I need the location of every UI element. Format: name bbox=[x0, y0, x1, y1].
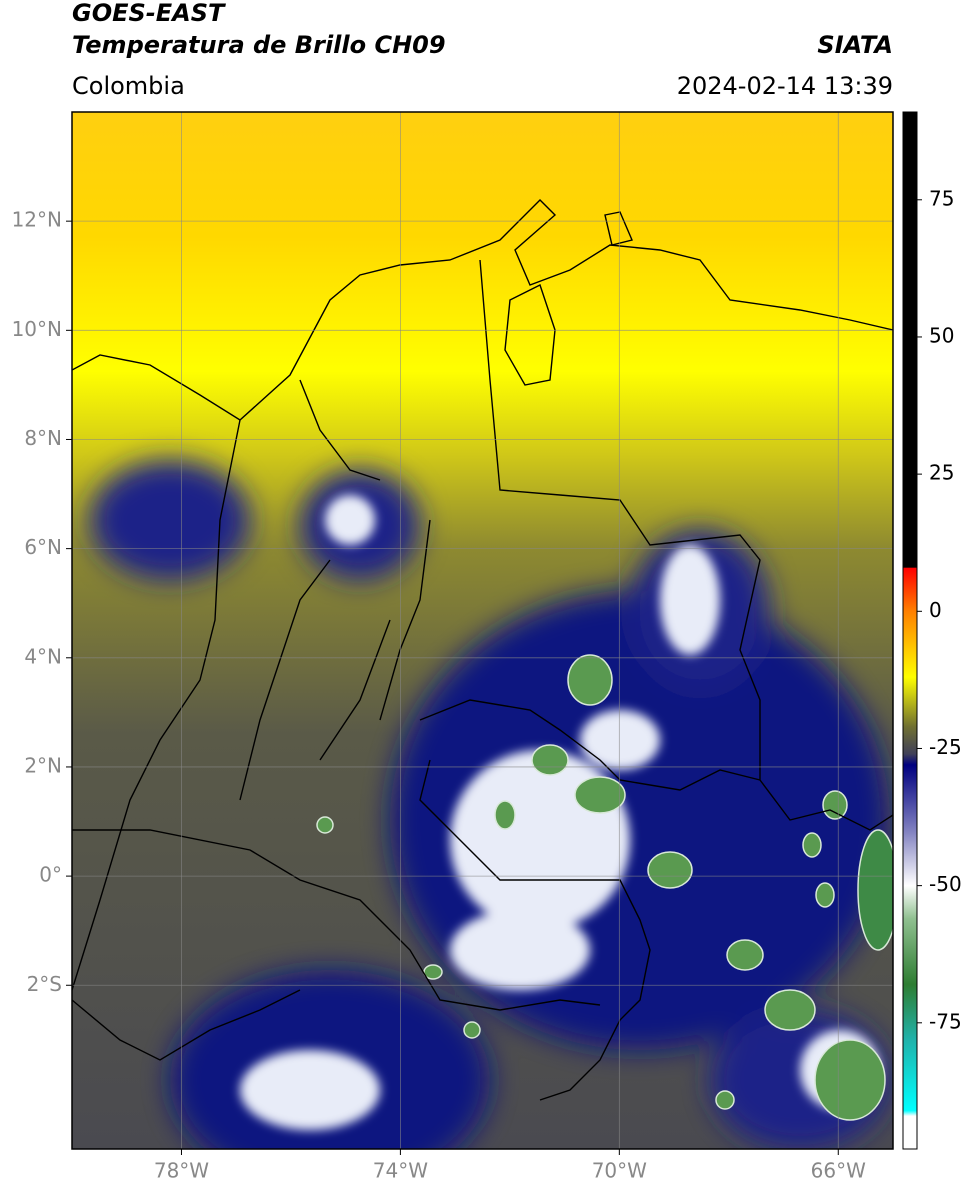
colorbar-tick-label: -50 bbox=[929, 872, 962, 896]
colorbar-tick-label: 0 bbox=[929, 598, 942, 622]
y-tick-label: 2°S bbox=[27, 972, 62, 996]
y-tick-label: 2°N bbox=[24, 753, 62, 777]
title: GOES-EAST bbox=[72, 0, 226, 27]
satellite-image bbox=[72, 112, 893, 1149]
grid bbox=[72, 112, 893, 1149]
colorbar-tick-label: -75 bbox=[929, 1009, 962, 1033]
subtitle: Temperatura de Brillo CH09 bbox=[72, 31, 446, 59]
y-tick-label: 8°N bbox=[24, 426, 62, 450]
colorbar-tick-label: 50 bbox=[929, 323, 954, 347]
datetime: 2024-02-14 13:39 bbox=[677, 72, 893, 100]
y-tick-label: 6°N bbox=[24, 535, 62, 559]
y-tick-label: 4°N bbox=[24, 644, 62, 668]
x-tick-label: 66°W bbox=[811, 1159, 866, 1183]
x-tick-label: 70°W bbox=[592, 1159, 647, 1183]
colorbar-tick-label: 25 bbox=[929, 461, 954, 485]
y-tick-label: 10°N bbox=[12, 317, 62, 341]
y-tick-label: 12°N bbox=[12, 208, 62, 232]
colorbar bbox=[902, 111, 918, 1150]
x-tick-label: 78°W bbox=[154, 1159, 209, 1183]
source: SIATA bbox=[817, 31, 893, 59]
map-frame bbox=[71, 111, 894, 1150]
colorbar-tick-label: 75 bbox=[929, 186, 954, 210]
y-tick-label: 0° bbox=[39, 863, 62, 887]
x-tick-label: 74°W bbox=[373, 1159, 428, 1183]
colorbar-tick-label: -25 bbox=[929, 735, 962, 759]
region: Colombia bbox=[72, 72, 185, 100]
